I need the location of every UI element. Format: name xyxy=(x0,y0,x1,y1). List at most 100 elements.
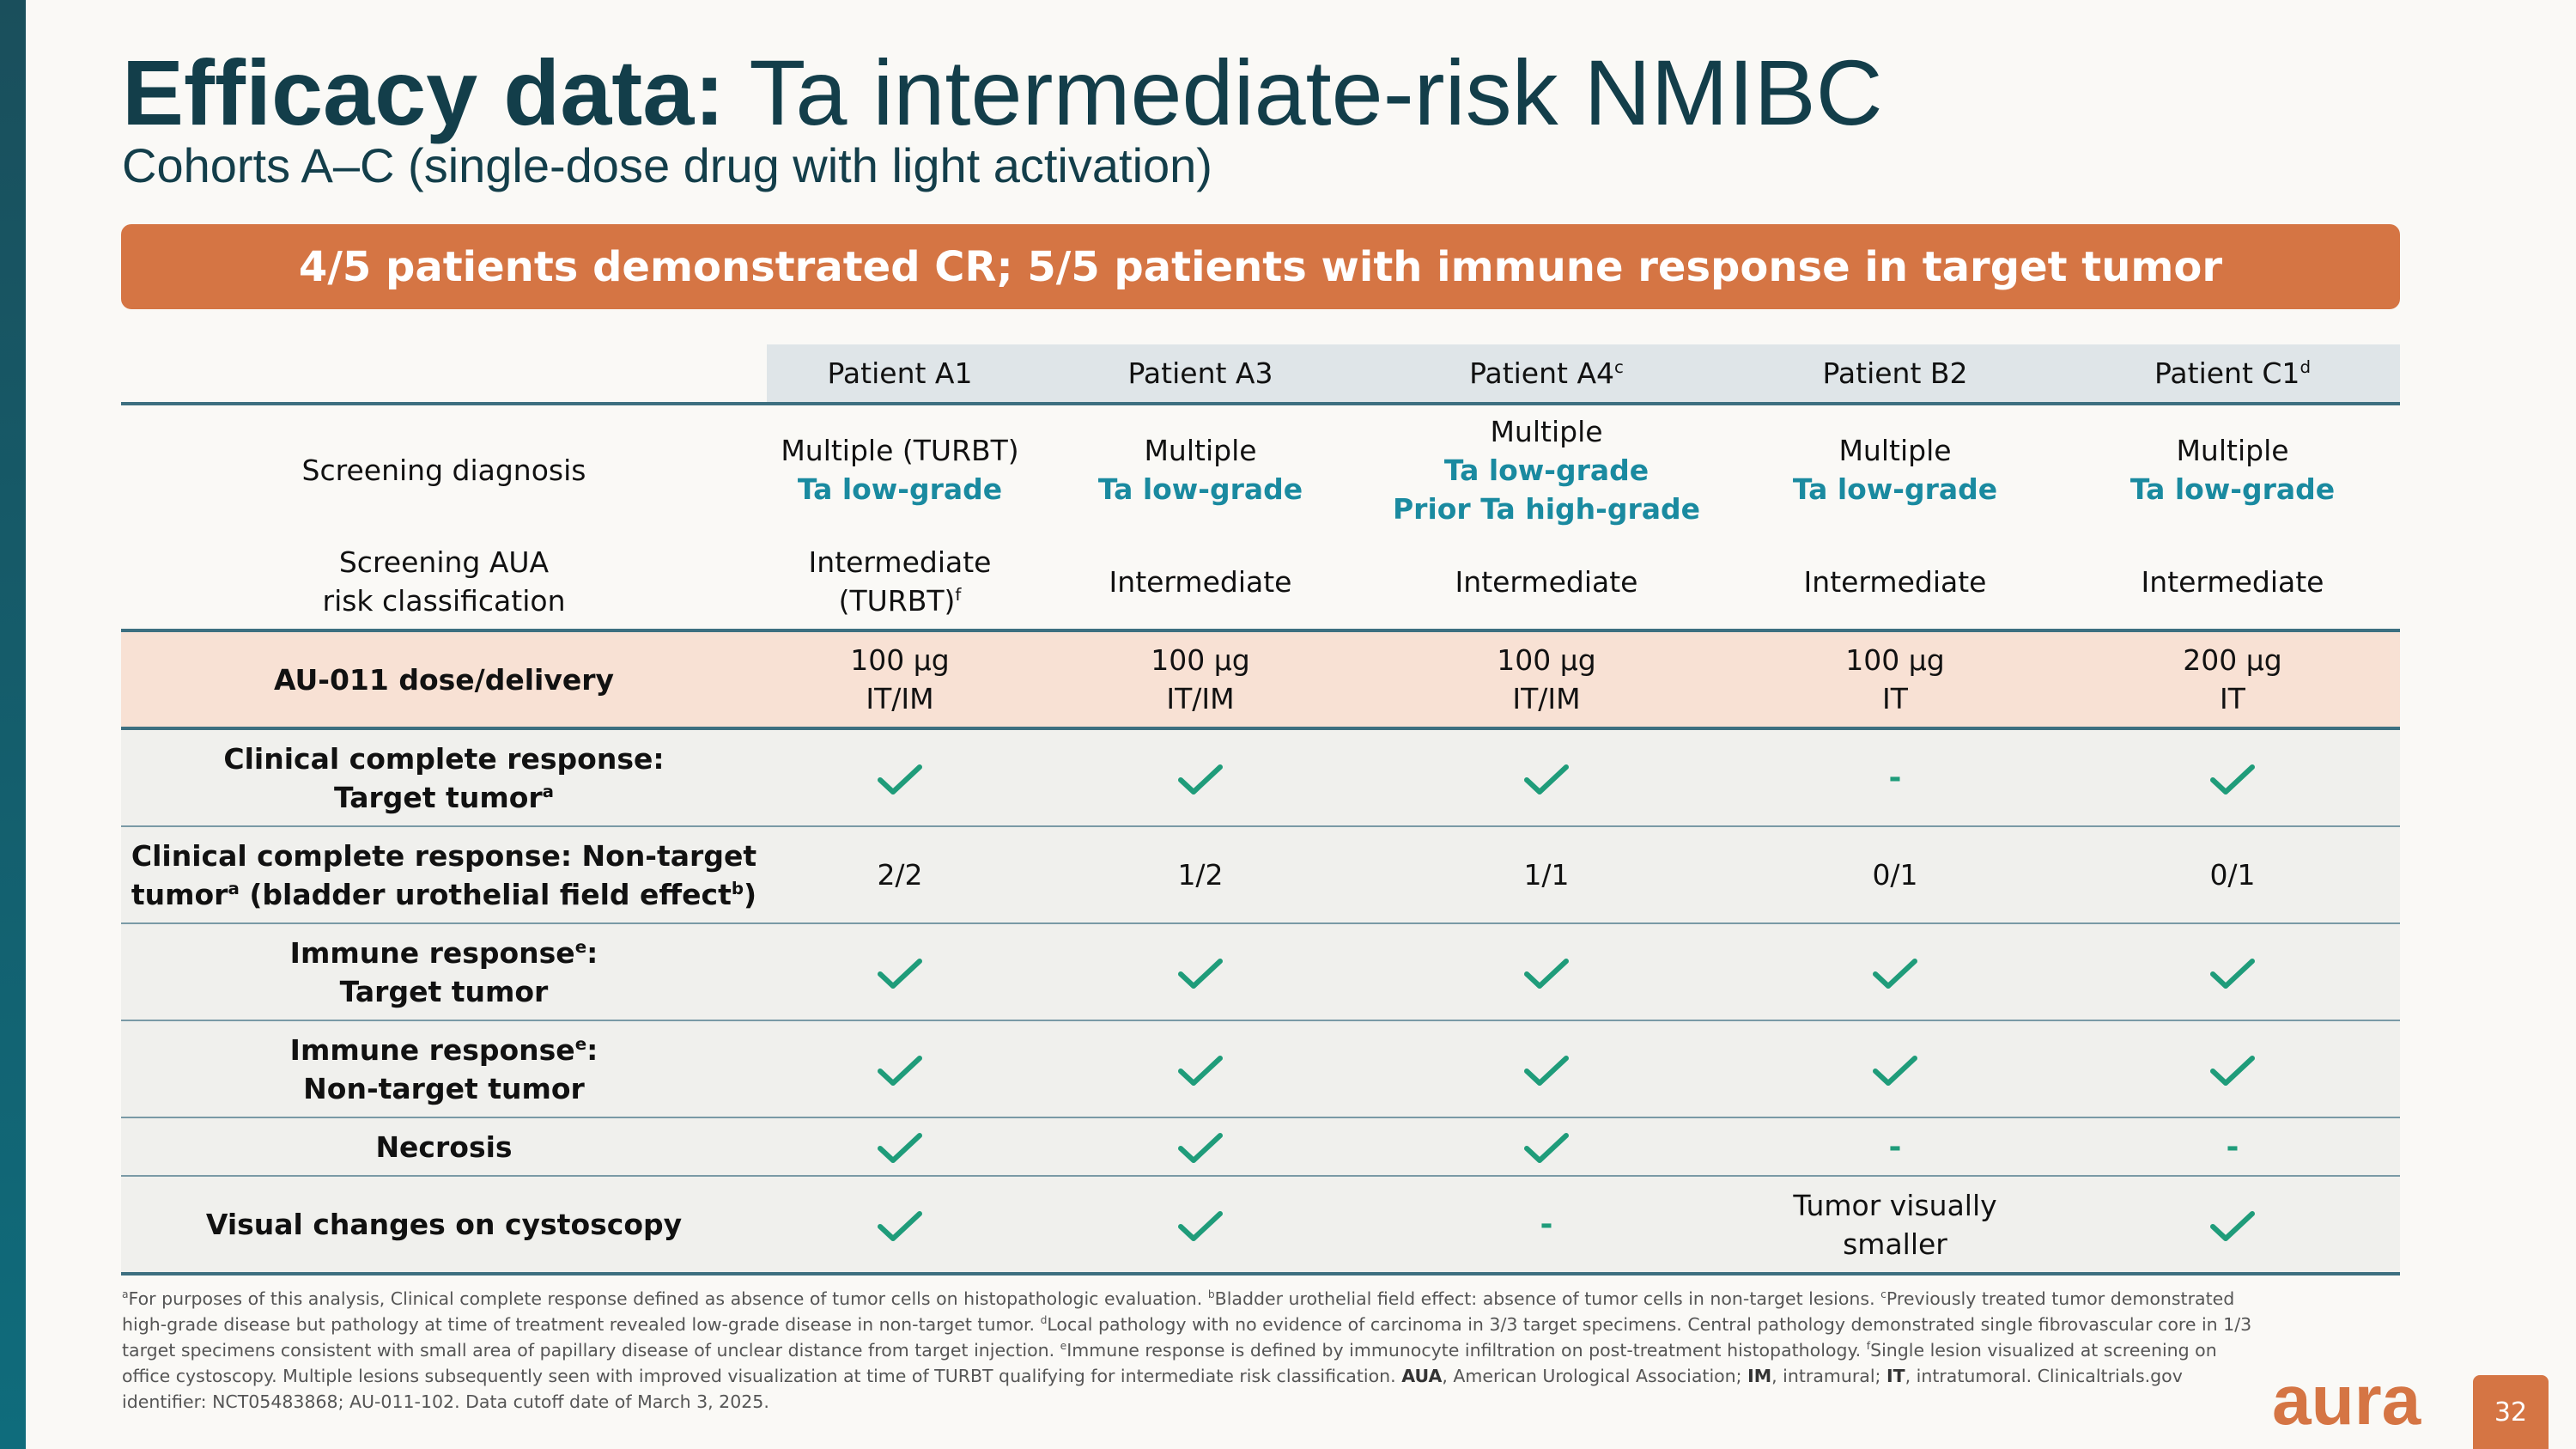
cell-cr-nontarget-a1: 2/2 xyxy=(767,826,1033,924)
cell-necrosis-b2: - xyxy=(1725,1117,2065,1177)
cell-cr-nontarget-a3: 1/2 xyxy=(1033,826,1368,924)
row-label-screening-diagnosis: Screening diagnosis xyxy=(301,453,586,487)
column-header-patient-a3: Patient A3 xyxy=(1033,344,1368,405)
aura-logo: aura xyxy=(2272,1367,2422,1436)
checkmark-icon xyxy=(1178,1055,1223,1086)
cell-immune-target-b2 xyxy=(1725,923,2065,1021)
page-title: Efficacy data: Ta intermediate-risk NMIB… xyxy=(122,40,1883,144)
row-label-visual-changes: Visual changes on cystoscopy xyxy=(121,1176,767,1275)
row-label-immune-nontarget: Immune responsee: Non-target tumor xyxy=(121,1020,767,1118)
cell-diagnosis-b2: Multiple Ta low-grade xyxy=(1792,434,1998,506)
checkmark-icon xyxy=(878,764,922,795)
cell-visual-b2: Tumor visually smaller xyxy=(1725,1176,2065,1275)
cell-immune-nontarget-a3 xyxy=(1033,1020,1368,1118)
cell-cr-target-b2: - xyxy=(1725,728,2065,827)
column-header-patient-a4: Patient A4c xyxy=(1368,344,1725,405)
cell-necrosis-a3 xyxy=(1033,1117,1368,1177)
table-row-necrosis: Necrosis - - xyxy=(121,1117,2400,1177)
dash-placeholder: - xyxy=(2226,1129,2239,1165)
cell-risk-a1: Intermediate (TURBT)f xyxy=(767,534,1033,632)
table-row-immune-target: Immune responsee: Target tumor xyxy=(121,923,2400,1021)
cell-diagnosis-a3: Multiple Ta low-grade xyxy=(1097,434,1303,506)
checkmark-icon xyxy=(878,1055,922,1086)
cell-dose-a3: 100 µg IT/IM xyxy=(1033,630,1368,730)
checkmark-icon xyxy=(1524,958,1569,989)
checkmark-icon xyxy=(1524,1055,1569,1086)
cell-visual-c1 xyxy=(2065,1176,2400,1275)
table-row-immune-nontarget: Immune responsee: Non-target tumor xyxy=(121,1020,2400,1118)
cell-cr-nontarget-a4: 1/1 xyxy=(1368,826,1725,924)
cell-diagnosis-c1: Multiple Ta low-grade xyxy=(2129,434,2336,506)
cell-immune-target-a1 xyxy=(767,923,1033,1021)
row-label-dose-delivery: AU-011 dose/delivery xyxy=(121,630,767,730)
table-row-cr-target: Clinical complete response: Target tumora… xyxy=(121,728,2400,827)
checkmark-icon xyxy=(1524,764,1569,795)
checkmark-icon xyxy=(1178,958,1223,989)
checkmark-icon xyxy=(2210,764,2255,795)
checkmark-icon xyxy=(1178,764,1223,795)
cell-risk-b2: Intermediate xyxy=(1725,534,2065,632)
cell-dose-c1: 200 µg IT xyxy=(2065,630,2400,730)
cell-risk-c1: Intermediate xyxy=(2065,534,2400,632)
dash-placeholder: - xyxy=(1888,760,1902,795)
cell-immune-nontarget-a4 xyxy=(1368,1020,1725,1118)
cell-dose-a4: 100 µg IT/IM xyxy=(1368,630,1725,730)
cell-cr-nontarget-b2: 0/1 xyxy=(1725,826,2065,924)
cell-cr-target-a1 xyxy=(767,728,1033,827)
cell-immune-nontarget-a1 xyxy=(767,1020,1033,1118)
cell-cr-target-a3 xyxy=(1033,728,1368,827)
cell-diagnosis-a1: Multiple (TURBT) Ta low-grade xyxy=(781,434,1019,506)
cell-cr-target-c1 xyxy=(2065,728,2400,827)
checkmark-icon xyxy=(1873,1055,1917,1086)
cell-cr-nontarget-c1: 0/1 xyxy=(2065,826,2400,924)
summary-banner: 4/5 patients demonstrated CR; 5/5 patien… xyxy=(121,224,2400,309)
row-label-cr-nontarget: Clinical complete response: Non-target tu… xyxy=(121,826,767,924)
cell-risk-a4: Intermediate xyxy=(1368,534,1725,632)
cell-immune-nontarget-c1 xyxy=(2065,1020,2400,1118)
table-row-risk-classification: Screening AUA risk classification Interme… xyxy=(121,534,2400,632)
table-row-cr-nontarget: Clinical complete response: Non-target tu… xyxy=(121,826,2400,924)
checkmark-icon xyxy=(878,1133,922,1163)
checkmark-icon xyxy=(878,1210,922,1241)
cell-immune-target-c1 xyxy=(2065,923,2400,1021)
side-accent-bar xyxy=(0,0,26,1449)
cell-immune-target-a3 xyxy=(1033,923,1368,1021)
cell-diagnosis-a4: Multiple Ta low-grade Prior Ta high-grade xyxy=(1392,414,1700,526)
cell-necrosis-a4 xyxy=(1368,1117,1725,1177)
table-row-visual-changes: Visual changes on cystoscopy - Tumor vis… xyxy=(121,1176,2400,1275)
row-label-cr-target: Clinical complete response: Target tumora xyxy=(121,728,767,827)
row-label-risk-classification: Screening AUA risk classification xyxy=(121,534,767,632)
checkmark-icon xyxy=(1178,1133,1223,1163)
checkmark-icon xyxy=(878,958,922,989)
checkmark-icon xyxy=(2210,1210,2255,1241)
cell-risk-a3: Intermediate xyxy=(1033,534,1368,632)
dash-placeholder: - xyxy=(1888,1129,1902,1165)
cell-visual-a1 xyxy=(767,1176,1033,1275)
cell-immune-target-a4 xyxy=(1368,923,1725,1021)
checkmark-icon xyxy=(2210,958,2255,989)
cell-visual-a4: - xyxy=(1368,1176,1725,1275)
table-header-row: Patient A1 Patient A3 Patient A4c Patien… xyxy=(121,344,2400,405)
svg-text:aura: aura xyxy=(2272,1367,2422,1436)
checkmark-icon xyxy=(1524,1133,1569,1163)
table-row-dose-delivery: AU-011 dose/delivery 100 µg IT/IM 100 µg I… xyxy=(121,630,2400,730)
cell-necrosis-c1: - xyxy=(2065,1117,2400,1177)
cell-visual-a3 xyxy=(1033,1176,1368,1275)
page-subtitle: Cohorts A–C (single-dose drug with light… xyxy=(122,138,1212,192)
table-row-screening-diagnosis: Screening diagnosis Multiple (TURBT) Ta l… xyxy=(121,404,2400,534)
header-blank-cell xyxy=(121,344,767,405)
row-label-necrosis: Necrosis xyxy=(121,1117,767,1177)
cell-dose-b2: 100 µg IT xyxy=(1725,630,2065,730)
column-header-patient-a1: Patient A1 xyxy=(767,344,1033,405)
page-number: 32 xyxy=(2473,1375,2549,1449)
checkmark-icon xyxy=(1178,1210,1223,1241)
cell-cr-target-a4 xyxy=(1368,728,1725,827)
efficacy-table: Patient A1 Patient A3 Patient A4c Patien… xyxy=(121,344,2400,1275)
checkmark-icon xyxy=(2210,1055,2255,1086)
cell-immune-nontarget-b2 xyxy=(1725,1020,2065,1118)
footnote: aFor purposes of this analysis, Clinical… xyxy=(122,1288,2252,1412)
cell-dose-a1: 100 µg IT/IM xyxy=(767,630,1033,730)
row-label-immune-target: Immune responsee: Target tumor xyxy=(121,923,767,1021)
checkmark-icon xyxy=(1873,958,1917,989)
column-header-patient-c1: Patient C1d xyxy=(2065,344,2400,405)
